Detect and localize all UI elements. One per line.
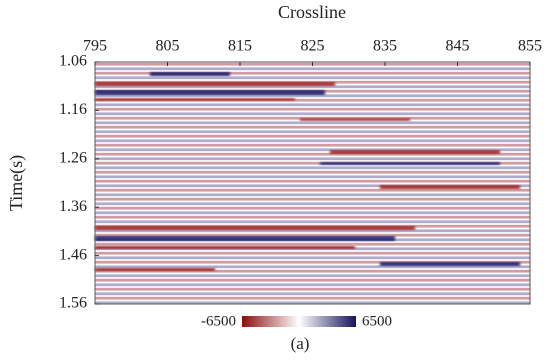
y-tick-label: 1.26 [59, 149, 87, 166]
y-tick-label: 1.16 [59, 101, 87, 118]
caption: (a) [291, 334, 310, 353]
colorbar [242, 316, 356, 327]
x-tick-label: 805 [156, 38, 180, 55]
x-tick-label: 835 [373, 38, 397, 55]
y-tick-label: 1.06 [59, 53, 87, 70]
x-tick-label: 795 [83, 38, 107, 55]
colorbar-max-label: 6500 [362, 313, 392, 329]
x-tick-label: 825 [301, 38, 325, 55]
seismic-image [95, 62, 530, 304]
x-tick-label: 815 [228, 38, 252, 55]
x-axis-label: Crossline [278, 2, 346, 22]
colorbar-min-label: -6500 [201, 313, 236, 329]
y-tick-label: 1.36 [59, 198, 87, 215]
x-tick-label: 855 [518, 38, 542, 55]
y-tick-label: 1.56 [59, 295, 87, 312]
x-tick-label: 845 [446, 38, 470, 55]
y-tick-label: 1.46 [59, 246, 87, 263]
y-axis-label: Time(s) [6, 155, 27, 211]
